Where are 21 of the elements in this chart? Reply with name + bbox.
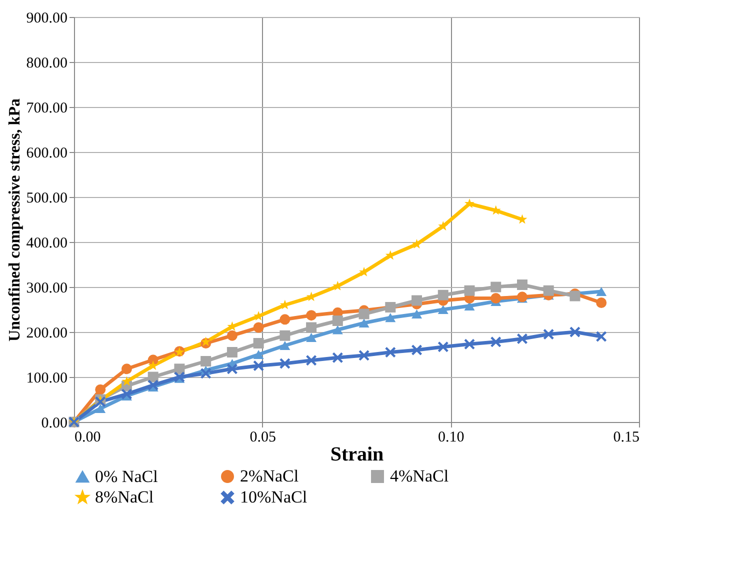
x-axis-title: Strain [330,444,384,466]
y-tick-label: 700.00 [26,100,68,116]
x-tick-label: 0.00 [74,430,101,446]
legend-label: 8%NaCl [95,488,154,506]
y-tick-label: 900.00 [26,10,68,26]
y-tick-label: 300.00 [26,280,68,296]
y-tick-label: 800.00 [26,56,68,72]
y-tick-label: 500.00 [26,190,68,206]
legend-label: 4%NaCl [390,466,449,486]
x-tick-label: 0.05 [250,430,276,446]
y-tick-label: 600.00 [26,146,68,162]
y-axis-title: Unconfined compressive stress, kPa [6,98,24,342]
legend-label: 2%NaCl [240,466,299,486]
x-tick-label: 0.15 [613,430,640,446]
y-tick-label: 200.00 [26,326,68,342]
legend-label: 10%NaCl [240,488,308,506]
y-tick-label: 0.00 [41,416,68,432]
x-tick-label: 0.10 [438,430,464,446]
y-tick-label: 400.00 [26,236,68,252]
legend-label: 0% NaCl [95,466,158,486]
y-tick-label: 100.00 [26,370,68,386]
